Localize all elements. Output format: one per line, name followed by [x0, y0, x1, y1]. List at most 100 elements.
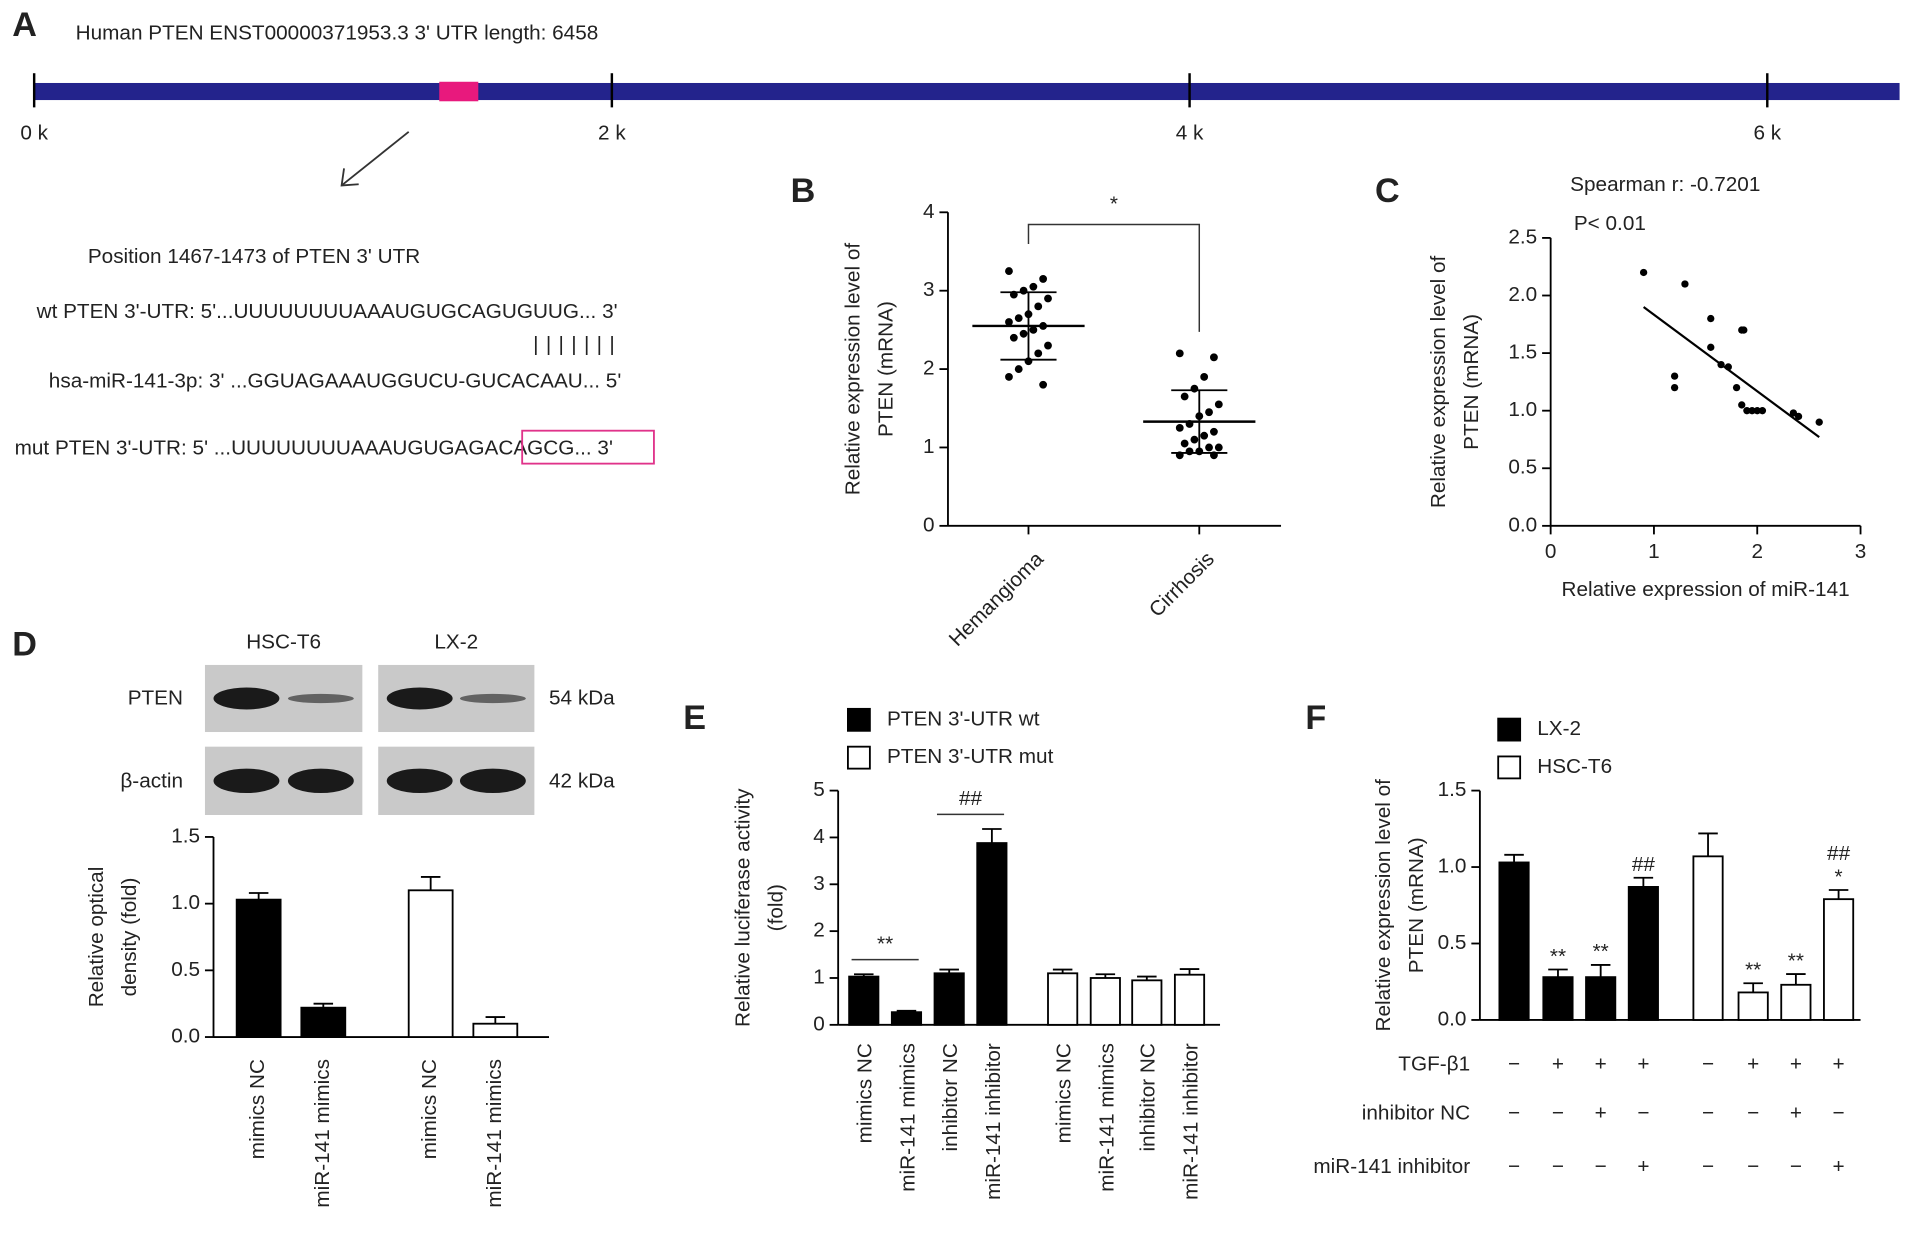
bar [1780, 983, 1812, 1021]
x-tick-label: mimics NC [418, 1059, 441, 1159]
dot [1044, 341, 1052, 350]
bar [1692, 855, 1724, 1021]
y-axis-label: density (fold) [118, 878, 141, 997]
annotation: ## [959, 787, 983, 810]
bar [1047, 972, 1079, 1026]
condition-sign: − [1747, 1101, 1759, 1124]
transcript-header: Human PTEN ENST00000371953.3 3' UTR leng… [76, 22, 599, 45]
dot [1005, 267, 1013, 275]
y-tick-label: 0.0 [171, 1025, 200, 1048]
protein-label: PTEN [128, 687, 183, 710]
arrow-head [340, 168, 359, 187]
panel-label: A [12, 6, 37, 44]
track-tick-label: 2 k [598, 122, 626, 145]
point [1732, 383, 1741, 392]
condition-sign: + [1637, 1155, 1649, 1178]
point [1815, 418, 1823, 426]
bar [1498, 861, 1530, 1021]
condition-sign: − [1637, 1101, 1649, 1124]
dot [1034, 302, 1043, 311]
point [1794, 412, 1803, 421]
condition-label: miR-141 inhibitor [1313, 1155, 1470, 1178]
x-tick-label: 0 [1545, 540, 1557, 563]
panel-label: E [683, 699, 706, 737]
point [1743, 407, 1751, 415]
x-tick-label: miR-141 mimics [896, 1043, 919, 1192]
y-tick-label: 0.5 [1508, 456, 1537, 479]
legend-swatch [1497, 755, 1522, 780]
point [1670, 372, 1679, 380]
condition-sign: + [1637, 1053, 1649, 1076]
track-tick-label: 0 k [20, 122, 48, 145]
bar [300, 1006, 347, 1038]
bar [1542, 976, 1574, 1021]
dot [1185, 447, 1194, 456]
annotation: * [1835, 865, 1843, 888]
dot [1029, 282, 1038, 291]
condition-sign: − [1552, 1101, 1564, 1124]
bar [1737, 991, 1769, 1021]
y-tick-label: 1.0 [1438, 855, 1467, 878]
point [1639, 268, 1648, 277]
dot [1205, 443, 1213, 452]
position-label: Position 1467-1473 of PTEN 3' UTR [88, 245, 420, 268]
dot [1014, 365, 1023, 373]
y-tick-label: 2 [923, 357, 935, 380]
x-tick-label: miR-141 inhibitor [982, 1043, 1005, 1200]
y-axis-label: PTEN (mRNA) [1405, 837, 1428, 973]
annotation: ** [1745, 959, 1761, 982]
y-tick-label: 1 [813, 965, 825, 988]
dot [1175, 423, 1184, 432]
dot [1019, 286, 1028, 295]
size-label: 42 kDa [549, 770, 615, 793]
x-tick-label: 1 [1648, 540, 1660, 563]
point [1753, 407, 1761, 415]
fit-line [1642, 306, 1820, 439]
size-label: 54 kDa [549, 687, 615, 710]
y-axis-label: PTEN (mRNA) [1460, 314, 1483, 450]
y-tick-label: 1.0 [1508, 398, 1537, 421]
mut-sequence: mut PTEN 3'-UTR: 5' ...UUUUUUUUAAAUGUGAG… [15, 436, 613, 459]
x-tick-label: miR-141 mimics [483, 1059, 506, 1208]
chart-title: Spearman r: -0.7201 [1570, 173, 1760, 196]
x-tick-label: mimics NC [854, 1043, 877, 1143]
legend-label: PTEN 3'-UTR mut [887, 745, 1054, 768]
bar [976, 842, 1008, 1026]
dot [1180, 392, 1189, 401]
y-tick-label: 5 [813, 778, 825, 801]
y-tick-label: 0 [923, 513, 935, 536]
condition-sign: − [1595, 1155, 1607, 1178]
y-axis-label: Relative luciferase activity [732, 788, 755, 1027]
y-axis-label: Relative optical [85, 867, 108, 1008]
dot [1214, 443, 1223, 452]
point [1758, 407, 1767, 415]
y-tick-label: 2.0 [1508, 283, 1537, 306]
mir-sequence: hsa-miR-141-3p: 3' ...GGUAGAAAUGGUCU-GUC… [49, 369, 621, 392]
dot [1180, 439, 1189, 448]
cell-line-label: LX-2 [434, 630, 478, 653]
annotation: ## [1827, 842, 1851, 865]
dot [1214, 400, 1223, 409]
legend-label: LX-2 [1537, 717, 1581, 740]
bar [1089, 977, 1121, 1026]
condition-sign: + [1833, 1053, 1845, 1076]
y-tick-label: 2 [813, 919, 825, 942]
condition-sign: − [1790, 1155, 1802, 1178]
chart-subtitle: P< 0.01 [1574, 212, 1646, 235]
legend-swatch [847, 745, 871, 770]
dot [1034, 349, 1043, 358]
dot [1009, 333, 1018, 342]
condition-sign: + [1595, 1053, 1607, 1076]
y-tick-label: 0.5 [171, 958, 200, 981]
wt-sequence: wt PTEN 3'-UTR: 5'...UUUUUUUUAAAUGUGCAGU… [36, 300, 618, 323]
dot [1200, 373, 1209, 381]
condition-sign: + [1790, 1053, 1802, 1076]
point [1707, 314, 1715, 323]
blot-band [386, 768, 453, 794]
x-axis-label: Relative expression of miR-141 [1562, 578, 1850, 601]
arrow [341, 131, 410, 187]
condition-sign: − [1833, 1101, 1845, 1124]
condition-sign: + [1552, 1053, 1564, 1076]
y-tick-label: 0 [813, 1012, 825, 1035]
y-axis-label: PTEN (mRNA) [874, 301, 897, 437]
